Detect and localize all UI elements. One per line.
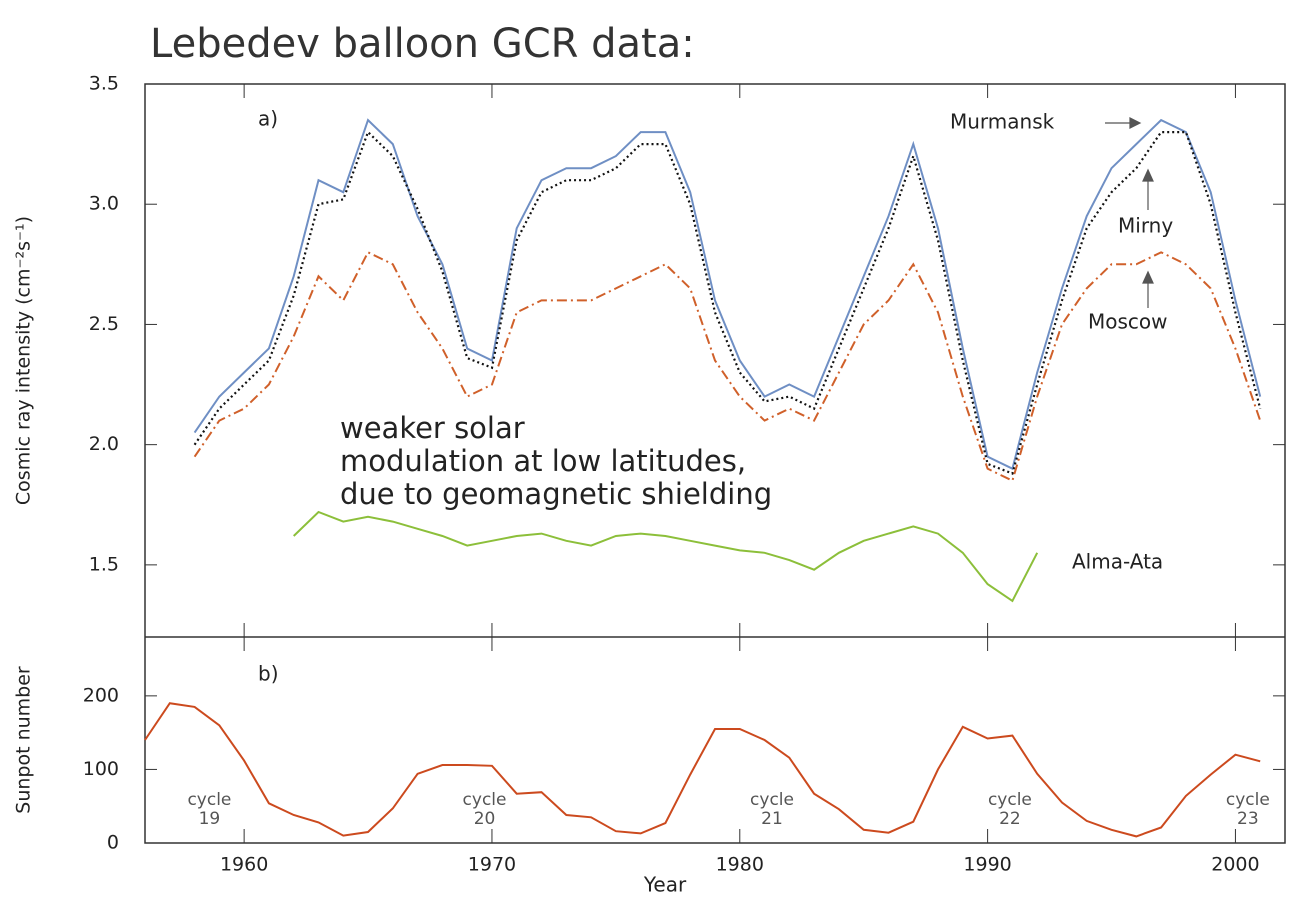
y-tick-label: 3.0	[89, 193, 119, 215]
x-tick-label: 2000	[1211, 854, 1259, 876]
x-tick-label: 1970	[468, 854, 516, 876]
x-tick-label: 1960	[220, 854, 268, 876]
y-tick-label: 200	[83, 684, 119, 706]
y-tick-label: 3.5	[89, 73, 119, 95]
series-line	[193, 250, 1262, 483]
panel-label: a)	[258, 107, 278, 131]
cycle-label: cycle	[1226, 790, 1270, 810]
annotation: due to geomagnetic shielding	[340, 477, 772, 511]
annotation: modulation at low latitudes,	[340, 444, 746, 478]
y-tick-label: 2.0	[89, 433, 119, 455]
y-tick-label: 100	[83, 758, 119, 780]
arrow-head	[1142, 168, 1154, 182]
annotation: weaker solar	[340, 411, 525, 445]
cycle-label: cycle	[988, 790, 1032, 810]
cycle-label: 22	[999, 809, 1021, 829]
y-tick-label: 0	[107, 832, 119, 854]
series-line	[293, 510, 1039, 603]
cycle-label: cycle	[750, 790, 794, 810]
cycle-label: cycle	[187, 790, 231, 810]
cycle-label: cycle	[463, 790, 507, 810]
series-label: Moscow	[1088, 310, 1168, 334]
x-axis-title: Year	[643, 873, 687, 897]
panel-label: b)	[258, 662, 279, 686]
y-axis-title: Cosmic ray intensity (cm⁻²s⁻¹)	[13, 216, 35, 505]
arrows	[1105, 117, 1154, 308]
series-label: Murmansk	[950, 110, 1055, 134]
series-label: Alma-Ata	[1072, 550, 1163, 574]
arrow-head	[1142, 270, 1154, 284]
cycle-label: 21	[761, 809, 783, 829]
arrow-head	[1129, 117, 1142, 129]
x-tick-label: 1990	[963, 854, 1011, 876]
series-line	[144, 702, 1261, 838]
series-line	[193, 118, 1262, 471]
cycle-label: 23	[1237, 809, 1259, 829]
y-axis-title: Sunpot number	[13, 666, 35, 814]
y-tick-label: 2.5	[89, 313, 119, 335]
cycle-label: 19	[199, 809, 221, 829]
cycle-label: 20	[474, 809, 496, 829]
y-tick-label: 1.5	[89, 553, 119, 575]
series-label: Mirny	[1118, 214, 1173, 238]
chart-title: Lebedev balloon GCR data:	[150, 21, 695, 67]
frame	[144, 83, 1286, 844]
x-tick-label: 1980	[716, 854, 764, 876]
